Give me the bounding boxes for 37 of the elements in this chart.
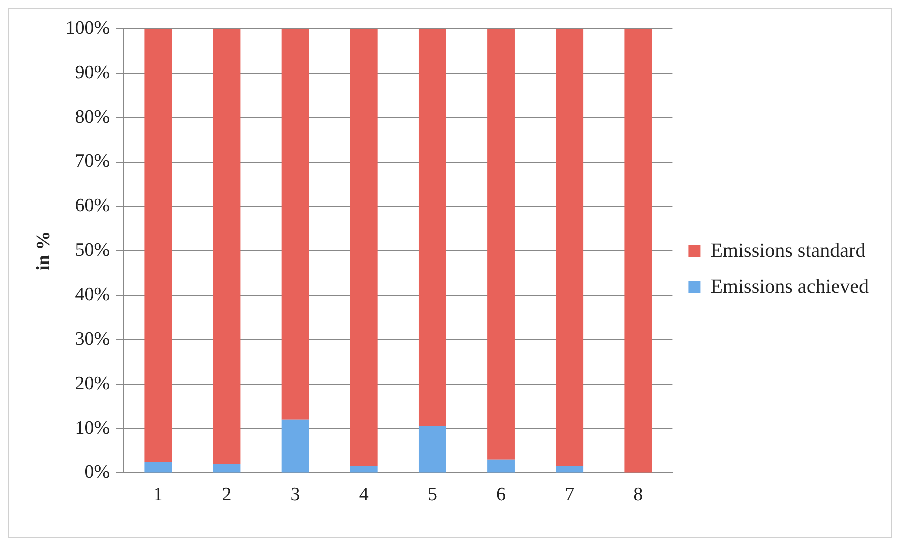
y-tick-label: 60% [75,196,110,217]
y-tick-label: 30% [75,328,110,350]
y-tick-label: 70% [75,151,110,172]
bar [213,29,241,464]
x-tick-label: 4 [359,484,370,506]
y-tick-label: 90% [75,62,110,84]
bar [556,466,584,473]
legend-label: Emissions achieved [710,276,870,298]
y-tick-label: 100% [66,18,110,39]
y-axis-title: in % [33,231,54,271]
y-tick-label: 40% [75,284,110,306]
bar [144,462,172,473]
bar [282,420,310,473]
y-tick-label: 80% [75,106,110,128]
bar [624,29,652,473]
bar [488,29,515,460]
y-tick-label: 0% [84,462,110,484]
x-tick-label: 8 [634,484,644,506]
bar [282,29,310,420]
bar [418,29,446,427]
bar [488,460,515,473]
bar [144,29,172,462]
x-tick-label: 1 [154,484,164,506]
legend-label: Emissions standard [710,240,866,262]
x-tick-label: 2 [222,484,232,506]
bar [213,464,241,473]
y-tick-label: 50% [75,240,110,262]
x-tick-label: 6 [496,484,506,506]
x-tick-label: 7 [565,484,575,506]
x-tick-label: 3 [290,484,300,506]
bar [350,29,378,467]
bar [556,29,584,467]
bar [350,466,378,473]
y-tick-label: 10% [75,418,110,439]
y-tick-label: 20% [75,373,110,394]
bar [418,426,446,473]
x-tick-label: 5 [428,484,438,506]
